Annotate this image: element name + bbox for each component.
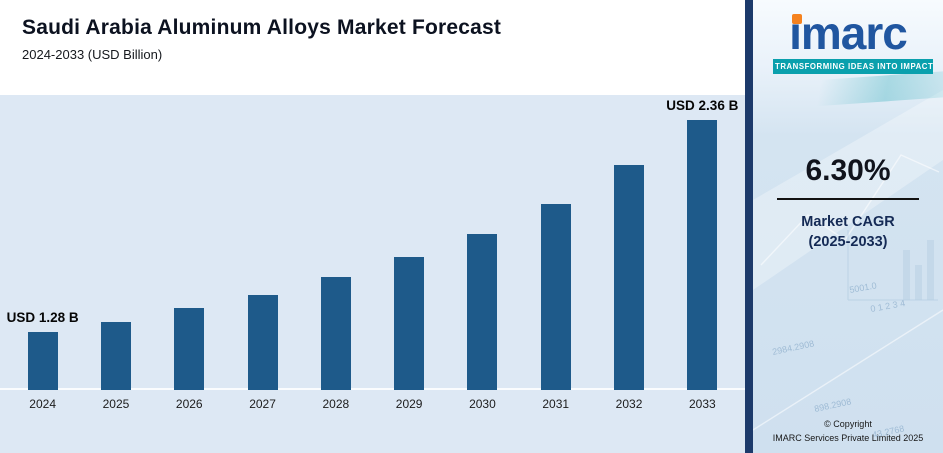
teal-accent-wave (753, 71, 943, 111)
bar-2032 (614, 165, 645, 390)
bar-2024 (27, 332, 58, 390)
bars-container: 2024 USD 1.28 B 2025 2026 2027 2028 2029 2030 20… (6, 95, 739, 453)
x-tick-label: 2024 (29, 397, 56, 411)
x-tick-label: 2030 (469, 397, 496, 411)
x-tick-label: 2027 (249, 397, 276, 411)
decor-number: 898.2908 (813, 396, 852, 414)
copyright-line2: IMARC Services Private Limited 2025 (772, 432, 924, 443)
page-title: Saudi Arabia Aluminum Alloys Market Fore… (22, 16, 502, 39)
bar-column: 2032 (592, 95, 665, 453)
cagr-label-line2: (2025-2033) (808, 234, 888, 251)
bar-column: 2033 USD 2.36 B (666, 95, 739, 453)
cagr-block: 6.30% Market CAGR (2025-2033) (753, 154, 943, 253)
x-axis-line (0, 388, 745, 390)
x-tick-label: 2026 (175, 397, 203, 411)
decor-number: 0 1 2 3 4 (870, 298, 906, 314)
chart-panel: Saudi Arabia Aluminum Alloys Market Fore… (0, 0, 745, 453)
copyright: © Copyright IMARC Services Private Limit… (753, 418, 943, 445)
bar-2030 (467, 233, 498, 390)
imarc-logo: ımarc TRANSFORMING IDEAS INTO IMPACT (773, 7, 933, 74)
bar-2029 (394, 257, 425, 390)
decor-number: 2984.2908 (771, 338, 815, 357)
sidebar: 5001.0 0 1 2 3 4 2984.2908 898.2908 43.2… (753, 0, 943, 453)
copyright-line1: © Copyright (824, 419, 872, 429)
x-tick-label: 2031 (542, 397, 570, 411)
bar-value-label: USD 2.36 B (666, 98, 739, 113)
bar-column: 2024 USD 1.28 B (6, 95, 79, 453)
bar-column: 2025 (79, 95, 152, 453)
cagr-label: Market CAGR (2025-2033) (753, 212, 943, 253)
x-tick-label: 2032 (615, 397, 643, 411)
cagr-label-line1: Market CAGR (801, 214, 895, 230)
chart-header: Saudi Arabia Aluminum Alloys Market Fore… (0, 0, 745, 95)
bar-column: 2031 (519, 95, 592, 453)
bar-2026 (174, 308, 205, 390)
bar-2025 (100, 322, 131, 390)
logo-dot-icon (792, 14, 803, 24)
bar-column: 2026 (153, 95, 226, 453)
x-tick-label: 2025 (102, 397, 130, 411)
bar-column: 2029 (372, 95, 445, 453)
x-tick-label: 2028 (322, 397, 350, 411)
bar-column: 2027 (226, 95, 299, 453)
x-tick-label: 2033 (688, 397, 716, 411)
bar-column: 2028 (299, 95, 372, 453)
vertical-divider (745, 0, 753, 453)
logo-tagline: TRANSFORMING IDEAS INTO IMPACT (773, 59, 933, 74)
bar-chart: 2024 USD 1.28 B 2025 2026 2027 2028 2029 2030 20… (0, 95, 745, 453)
imarc-logo-mark: ımarc (789, 7, 908, 59)
logo-text: ımarc (789, 7, 908, 59)
bar-2028 (320, 277, 351, 390)
decor-number: 5001.0 (849, 280, 878, 295)
bar-column: 2030 (446, 95, 519, 453)
cagr-value: 6.30% (805, 154, 891, 187)
page-subtitle: 2024-2033 (USD Billion) (22, 47, 163, 62)
bar-2027 (247, 294, 278, 390)
x-tick-label: 2029 (395, 397, 423, 411)
bar-2031 (540, 204, 571, 390)
bar-value-label: USD 1.28 B (6, 310, 79, 325)
cagr-underline (777, 198, 919, 200)
bar-2033 (687, 120, 718, 390)
